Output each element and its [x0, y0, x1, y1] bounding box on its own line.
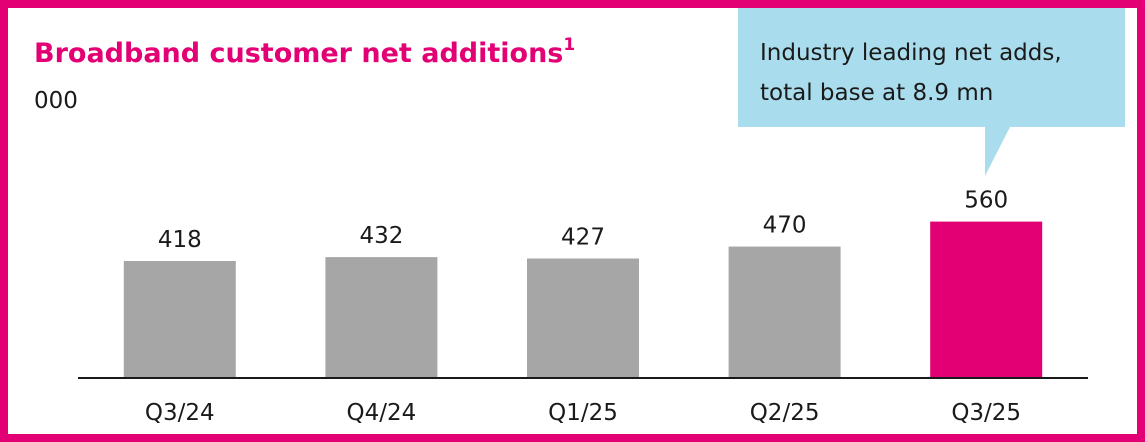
bar [728, 246, 841, 377]
title-text: Broadband customer net additions [34, 38, 563, 69]
value-label: 560 [964, 188, 1008, 214]
bar [930, 221, 1043, 377]
callout-line: Industry leading net adds, [760, 40, 1062, 66]
x-tick-label: Q3/25 [951, 400, 1021, 426]
bar [325, 257, 438, 377]
x-tick-label: Q3/24 [145, 400, 215, 426]
chart-title: Broadband customer net additions1 [34, 35, 575, 69]
value-label: 418 [158, 227, 202, 253]
x-tick-label: Q2/25 [750, 400, 820, 426]
bar [527, 258, 639, 377]
bar [123, 261, 236, 377]
callout-box [738, 8, 1125, 176]
value-label: 432 [359, 223, 403, 249]
value-label: 470 [763, 213, 807, 239]
title-footnote: 1 [563, 35, 575, 55]
subtitle: 000 [34, 88, 78, 114]
x-tick-label: Q1/25 [548, 400, 618, 426]
value-label: 427 [561, 225, 605, 251]
callout-line: total base at 8.9 mn [760, 80, 993, 106]
x-tick-label: Q4/24 [347, 400, 417, 426]
